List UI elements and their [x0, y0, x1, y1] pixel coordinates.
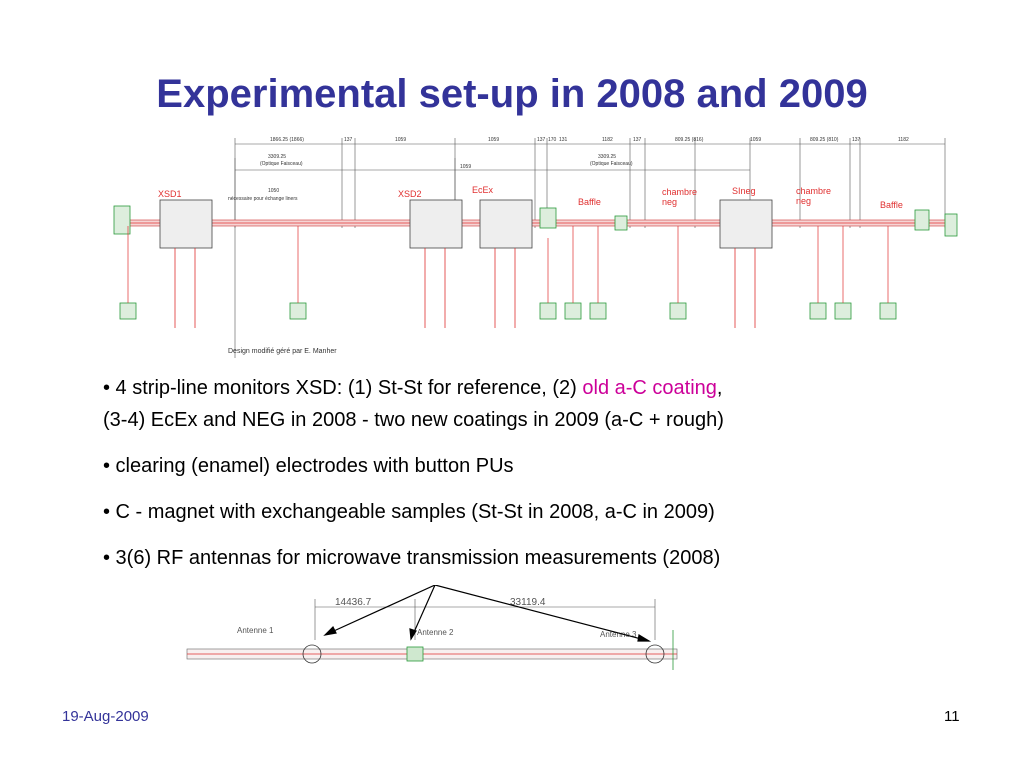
page-number: 11 — [944, 708, 960, 725]
antenna-drawing: 14436.7 33119.4 Antenne 1 Antenne 2 Ante… — [186, 585, 678, 670]
dim-label: 1059 — [750, 137, 761, 143]
bullet-item-3: • C - magnet with exchangeable samples (… — [103, 501, 715, 523]
bullet-text: (3-4) EcEx and NEG in 2008 - two new coa… — [103, 409, 724, 431]
baffle1-label: Baffle — [578, 197, 601, 207]
dim-label: 170 — [548, 137, 557, 143]
bullet-item-2: • clearing (enamel) electrodes with butt… — [103, 455, 514, 477]
support-feet — [119, 302, 897, 320]
dim-label: 137 — [344, 137, 353, 143]
note-label: nécessaire pour échange liners — [228, 196, 298, 202]
bullet-text: • 4 strip-line monitors XSD: (1) St-St f… — [103, 377, 583, 399]
antenna-beam-line — [186, 630, 678, 670]
dim-label: 137 — [537, 137, 546, 143]
dim-label: (Optique Faisceau) — [590, 161, 633, 167]
dim-label: 1182 — [898, 137, 909, 143]
dim-label: 1059 — [488, 137, 499, 143]
antenna-dimension-lines — [314, 599, 656, 640]
sineg-label: SIneg — [732, 186, 756, 196]
dim-label: 1182 — [602, 137, 613, 143]
slide-title: Experimental set-up in 2008 and 2009 — [156, 72, 868, 116]
design-credit: Design modifié géré par E. Manher — [228, 348, 337, 355]
dim-label: 1866.25 (1866) — [270, 137, 304, 143]
bullet-item-1: • 4 strip-line monitors XSD: (1) St-St f… — [103, 372, 983, 436]
bullet-item-4: • 3(6) RF antennas for microwave transmi… — [103, 547, 721, 569]
dimension-lines — [234, 138, 946, 358]
antenna-markers — [302, 644, 665, 664]
antenne-1-label: Antenne 1 — [237, 626, 274, 635]
bullet-list: • 4 strip-line monitors XSD: (1) St-St f… — [103, 372, 983, 588]
baffle2-label: Baffle — [880, 200, 903, 210]
support-legs — [127, 226, 889, 303]
chambre-neg2-label-2: neg — [796, 196, 811, 206]
beam-pipe — [119, 219, 956, 227]
vacuum-chambers — [159, 199, 773, 249]
dim-label: 809.25 (816) — [675, 137, 704, 143]
dimension-labels: 1866.25 (1866) 137 1059 1059 137 170 131… — [228, 137, 909, 202]
chambre-neg2-label: chambre — [796, 186, 831, 196]
antenna-dim-2: 33119.4 — [510, 597, 546, 608]
arrows — [323, 585, 652, 642]
ecex-label: EcEx — [472, 185, 494, 195]
xsd1-label: XSD1 — [158, 189, 182, 199]
dim-label: 131 — [559, 137, 568, 143]
xsd2-label: XSD2 — [398, 189, 422, 199]
chambre-neg1-label: chambre — [662, 187, 697, 197]
footer-date: 19-Aug-2009 — [62, 708, 149, 725]
setup-technical-drawing: 1866.25 (1866) 137 1059 1059 137 170 131… — [113, 137, 958, 358]
component-labels: XSD1 XSD2 EcEx Baffle chambre neg SIneg … — [158, 185, 903, 210]
dim-label: 3309.25 — [268, 154, 286, 160]
dim-label: 137 — [633, 137, 642, 143]
small-components — [113, 205, 958, 237]
bullet-text: , — [716, 377, 723, 399]
antenne-3-label: Antenne 3 — [600, 630, 637, 639]
dim-label: 1059 — [460, 164, 471, 170]
dim-label: 137 — [852, 137, 861, 143]
note-label: 1050 — [268, 188, 279, 194]
highlight-text: old a-C coating — [582, 377, 717, 399]
dim-label: 809.25 (810) — [810, 137, 839, 143]
stands — [174, 248, 756, 328]
antenna-dim-1: 14436.7 — [335, 597, 372, 608]
dim-label: (Optique Faisceau) — [260, 161, 303, 167]
chambre-neg1-label-2: neg — [662, 197, 677, 207]
dim-label: 1059 — [395, 137, 406, 143]
dim-label: 3309.25 — [598, 154, 616, 160]
antenne-2-label: Antenne 2 — [417, 628, 454, 637]
